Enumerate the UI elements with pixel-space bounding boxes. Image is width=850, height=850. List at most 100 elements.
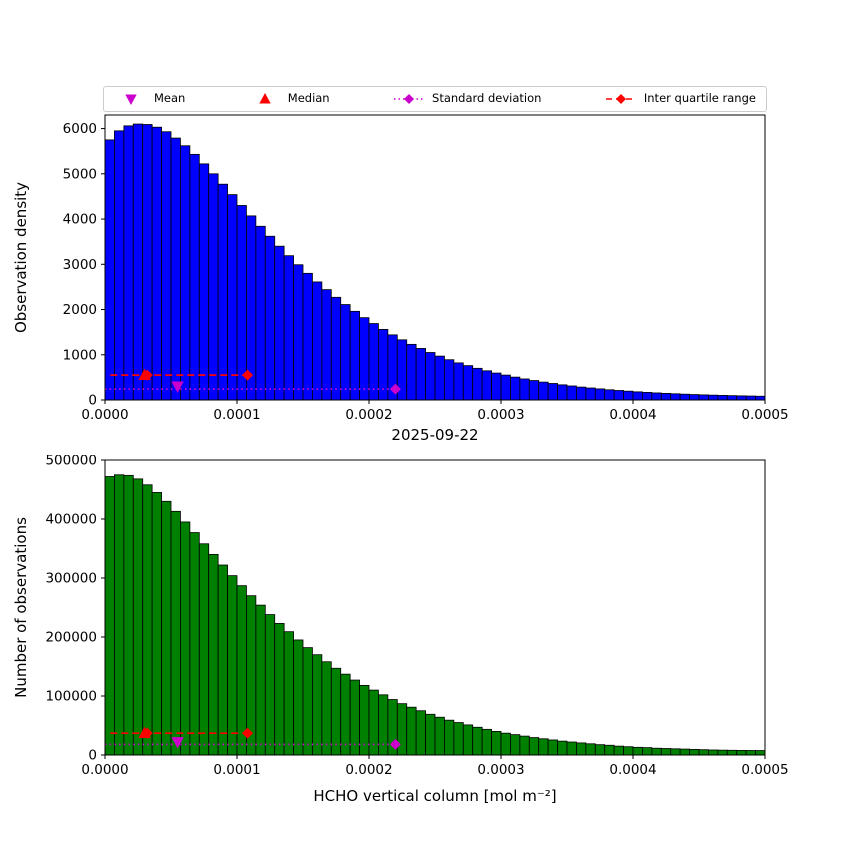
y-tick-label: 4000 (63, 212, 97, 228)
iqr-diamond (242, 369, 254, 381)
histogram-bar (180, 521, 191, 756)
bottom-histogram-plot: 0.0000 0.0001 0.0002 0.0003 0.0004 0.0005 0 100… (12, 455, 789, 778)
histogram-bar (500, 732, 511, 756)
legend-item-median[interactable]: Median (248, 92, 330, 106)
mean-marker (171, 737, 184, 749)
histogram-bar (679, 748, 690, 756)
histogram-bar (717, 749, 728, 756)
histogram-bar (623, 390, 634, 401)
histogram-bar (462, 365, 474, 401)
histogram-bar (651, 747, 662, 756)
histogram-bar (444, 719, 455, 756)
histogram-bar (104, 476, 115, 756)
histogram-bar (415, 348, 426, 401)
histogram-bar (726, 395, 738, 401)
y-tick-label: 300000 (45, 571, 97, 587)
histogram-bar (434, 716, 445, 756)
histogram-bar (453, 722, 464, 756)
histogram-bar (293, 264, 304, 401)
histogram-bar (585, 743, 596, 756)
histogram-bar (283, 631, 294, 756)
legend-item-standard-deviation[interactable]: Standard deviation (392, 92, 541, 106)
histogram-bar (481, 728, 492, 756)
legend-item-inter-quartile-range[interactable]: Inter quartile range (604, 92, 756, 106)
histogram-bar (519, 735, 530, 756)
histogram-bar (217, 183, 228, 401)
histogram-bar (312, 281, 323, 401)
histogram-bar (406, 706, 417, 756)
histogram-bar (557, 384, 568, 401)
histogram-bar (170, 137, 181, 401)
x-tick-label: 0.0000 (81, 407, 128, 423)
histogram-bar (585, 387, 596, 401)
histogram-bar (670, 393, 681, 401)
histogram-bar (302, 272, 313, 401)
histogram-bar (274, 245, 285, 401)
histogram-bar (132, 123, 144, 401)
iqr-diamond (242, 727, 254, 739)
histogram-bar (566, 741, 577, 756)
histogram-bar (359, 317, 370, 401)
histogram-bar (378, 694, 389, 756)
inter-quartile-range-marker-icon (605, 94, 636, 104)
legend-label-standard-deviation: Standard deviation (432, 91, 542, 106)
histogram-bar (208, 554, 219, 756)
histogram-bar (566, 385, 577, 401)
histogram-bar (368, 689, 379, 756)
histogram-bar (613, 745, 624, 756)
median-marker (138, 726, 151, 739)
histogram-bar (396, 703, 408, 756)
y-tick-label: 500000 (45, 455, 97, 469)
y-tick-label: 100000 (45, 689, 97, 705)
histogram-bar (689, 748, 700, 756)
std-deviation-diamond (389, 383, 401, 395)
histogram-bar (321, 289, 332, 401)
histogram-bar (142, 484, 153, 756)
legend-item-mean[interactable]: Mean (114, 92, 185, 106)
histogram-bar (340, 673, 351, 756)
histogram-bar (283, 255, 294, 401)
histogram-bar (312, 654, 323, 756)
histogram-bar (255, 604, 266, 756)
histogram-bar (632, 746, 643, 756)
histogram-bar (123, 474, 134, 756)
histogram-bar (708, 394, 719, 401)
x-tick-label: 0.0003 (477, 407, 524, 423)
histogram-bar (180, 145, 191, 401)
histogram-bar (217, 564, 228, 756)
histogram-bar (651, 392, 662, 401)
histogram-bar (745, 750, 756, 756)
histogram-bar (500, 374, 511, 401)
y-tick-label: 400000 (45, 512, 97, 528)
histogram-bar (227, 575, 238, 756)
histogram-bar (434, 355, 445, 401)
histogram-bar (123, 125, 134, 401)
x-tick-label: 0.0001 (213, 407, 260, 423)
histogram-bar (236, 585, 247, 756)
histogram-bar (528, 737, 540, 756)
histogram-bar (576, 386, 587, 401)
histogram-bar (528, 380, 540, 401)
histogram-bar (302, 647, 313, 756)
histogram-bar (161, 131, 172, 401)
histogram-bar (189, 153, 200, 401)
histogram-bar (444, 359, 455, 401)
histogram-bar (547, 383, 558, 401)
histogram-bar (538, 738, 549, 756)
x-tick-label: 0.0001 (213, 762, 260, 778)
histogram-bar (425, 352, 436, 401)
histogram-bar (170, 510, 181, 756)
histogram-bar (462, 724, 474, 756)
histogram-bar (151, 492, 162, 756)
x-tick-label: 0.0002 (345, 407, 392, 423)
legend: Mean Median Standard deviation Inter quarti… (103, 86, 767, 112)
plot-frame (104, 459, 766, 756)
histogram-bar (104, 139, 115, 401)
histogram-bar (594, 744, 606, 756)
histogram-bar (274, 623, 285, 756)
histogram-bars (104, 474, 766, 756)
x-tick-label: 0.0003 (477, 762, 524, 778)
histogram-bar (151, 126, 162, 401)
histogram-bar (679, 393, 690, 401)
